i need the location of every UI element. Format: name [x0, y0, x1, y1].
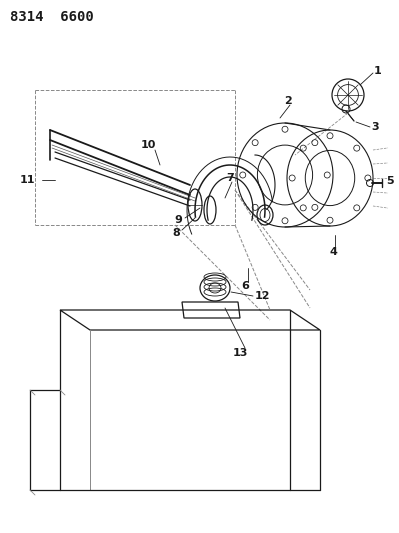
Text: 4: 4: [329, 247, 337, 257]
Text: 6: 6: [241, 281, 249, 291]
Text: 1: 1: [374, 66, 382, 76]
Text: 5: 5: [386, 176, 394, 186]
Text: 9: 9: [174, 215, 182, 225]
Text: 2: 2: [284, 96, 292, 106]
Text: 13: 13: [232, 348, 248, 358]
Text: 3: 3: [371, 122, 379, 132]
Text: 10: 10: [140, 140, 156, 150]
Text: 8314  6600: 8314 6600: [10, 10, 94, 24]
Text: 12: 12: [255, 291, 271, 301]
Text: 11: 11: [20, 175, 35, 185]
Text: 7: 7: [226, 173, 234, 183]
Text: 8: 8: [172, 228, 180, 238]
